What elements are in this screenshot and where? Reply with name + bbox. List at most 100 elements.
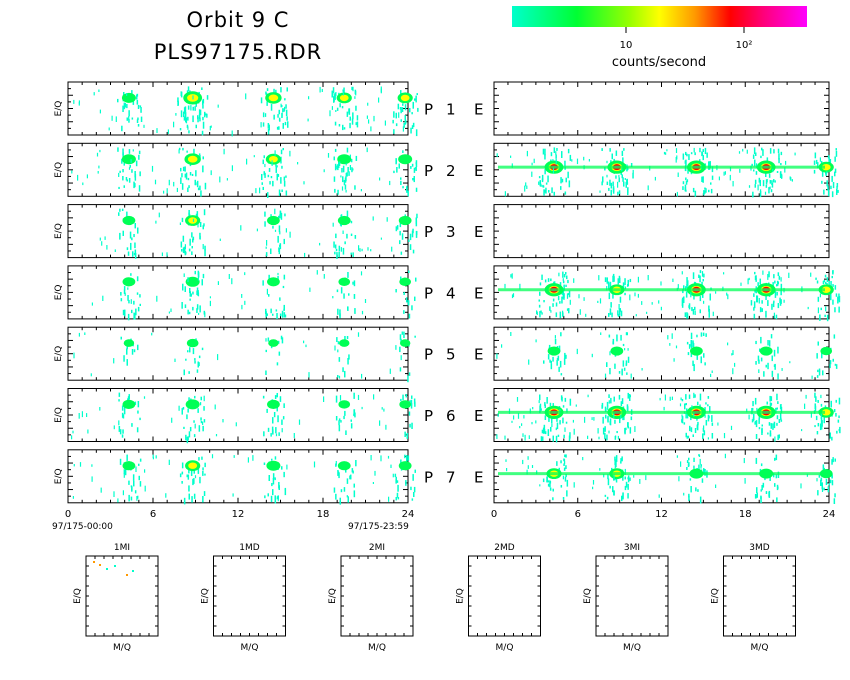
data-cell bbox=[415, 231, 418, 238]
data-cell bbox=[199, 185, 201, 191]
data-cell bbox=[284, 121, 287, 126]
data-cell bbox=[547, 354, 550, 360]
data-cell bbox=[566, 490, 568, 497]
data-cell bbox=[688, 303, 691, 310]
data-cell bbox=[539, 403, 542, 408]
data-speckle bbox=[585, 313, 587, 317]
data-cell bbox=[198, 109, 201, 116]
left-ylabel: E/Q bbox=[54, 162, 64, 178]
data-cell bbox=[617, 191, 619, 196]
data-speckle bbox=[620, 458, 622, 463]
data-cell bbox=[827, 189, 830, 197]
data-cell bbox=[353, 294, 356, 299]
data-speckle bbox=[349, 165, 351, 171]
data-cell bbox=[334, 244, 337, 249]
row-e-label: E bbox=[474, 101, 483, 119]
data-cell bbox=[278, 109, 280, 115]
data-cell bbox=[137, 117, 139, 121]
data-cell bbox=[399, 220, 402, 228]
data-speckle bbox=[86, 413, 88, 417]
data-cell bbox=[393, 129, 395, 134]
data-cell bbox=[270, 308, 272, 314]
data-cell bbox=[618, 308, 621, 316]
data-core-high bbox=[821, 163, 831, 171]
data-cell bbox=[340, 420, 342, 423]
data-cell bbox=[264, 495, 266, 499]
data-cell bbox=[351, 167, 353, 173]
data-cell bbox=[347, 272, 349, 278]
data-cell bbox=[683, 422, 686, 425]
data-cell bbox=[346, 147, 349, 153]
data-cell bbox=[273, 412, 276, 418]
data-speckle bbox=[673, 358, 675, 362]
data-cell bbox=[351, 86, 353, 91]
data-speckle bbox=[732, 368, 734, 375]
data-band bbox=[498, 410, 825, 414]
data-cell bbox=[563, 463, 565, 466]
mass-panel-ylabel: E/Q bbox=[711, 588, 721, 604]
data-speckle bbox=[558, 272, 560, 277]
data-cell bbox=[122, 414, 125, 419]
data-cell bbox=[137, 344, 139, 351]
data-cell bbox=[621, 456, 623, 462]
data-speckle bbox=[127, 287, 129, 290]
data-cell bbox=[129, 164, 131, 168]
data-cell bbox=[610, 189, 612, 196]
data-cell bbox=[135, 308, 137, 316]
data-cell bbox=[338, 472, 340, 479]
data-cell bbox=[629, 394, 631, 401]
data-speckle bbox=[183, 273, 185, 277]
data-cell bbox=[555, 312, 558, 318]
data-cell bbox=[335, 416, 338, 421]
data-cell bbox=[198, 114, 201, 120]
data-cell bbox=[137, 124, 140, 127]
data-cell bbox=[336, 252, 338, 259]
data-speckle bbox=[597, 428, 599, 434]
data-cell bbox=[604, 426, 606, 432]
data-cell bbox=[545, 187, 547, 194]
data-cell bbox=[139, 303, 141, 306]
data-cell bbox=[626, 332, 628, 336]
left-ylabel: E/Q bbox=[54, 101, 64, 117]
data-cell bbox=[269, 181, 271, 185]
data-cell bbox=[187, 86, 190, 92]
data-cell bbox=[346, 336, 349, 340]
data-speckle bbox=[332, 296, 334, 299]
data-cell bbox=[831, 191, 834, 198]
data-speckle bbox=[765, 314, 767, 318]
data-cell bbox=[136, 292, 139, 295]
data-speckle bbox=[217, 104, 219, 108]
data-cell bbox=[202, 156, 204, 160]
data-speckle bbox=[555, 427, 557, 431]
data-cell bbox=[279, 210, 282, 216]
data-speckle bbox=[383, 408, 385, 412]
data-cell bbox=[685, 180, 688, 185]
data-speckle bbox=[576, 158, 579, 165]
data-cell bbox=[132, 99, 135, 105]
data-speckle bbox=[342, 230, 344, 234]
data-cell bbox=[615, 455, 618, 462]
data-cell bbox=[563, 284, 565, 291]
data-cell bbox=[547, 278, 550, 282]
data-speckle bbox=[126, 93, 128, 96]
data-speckle bbox=[274, 150, 276, 156]
data-cell bbox=[689, 425, 691, 432]
data-cell bbox=[122, 105, 124, 112]
data-cell bbox=[702, 279, 704, 282]
mass-panel-xlabel: M/Q bbox=[623, 643, 641, 653]
data-speckle bbox=[91, 464, 93, 467]
data-cell bbox=[123, 286, 126, 291]
data-cell bbox=[819, 423, 822, 431]
data-cell bbox=[278, 247, 280, 252]
data-cell bbox=[757, 355, 760, 362]
data-cell bbox=[202, 104, 204, 109]
data-speckle bbox=[84, 332, 86, 335]
data-speckle bbox=[531, 171, 533, 177]
mass-panel-xlabel: M/Q bbox=[241, 643, 259, 653]
data-cell bbox=[563, 274, 566, 278]
data-cell bbox=[399, 346, 401, 353]
data-cell bbox=[829, 159, 832, 166]
data-speckle bbox=[329, 110, 331, 117]
data-speckle bbox=[608, 400, 610, 404]
data-speckle bbox=[144, 485, 146, 492]
